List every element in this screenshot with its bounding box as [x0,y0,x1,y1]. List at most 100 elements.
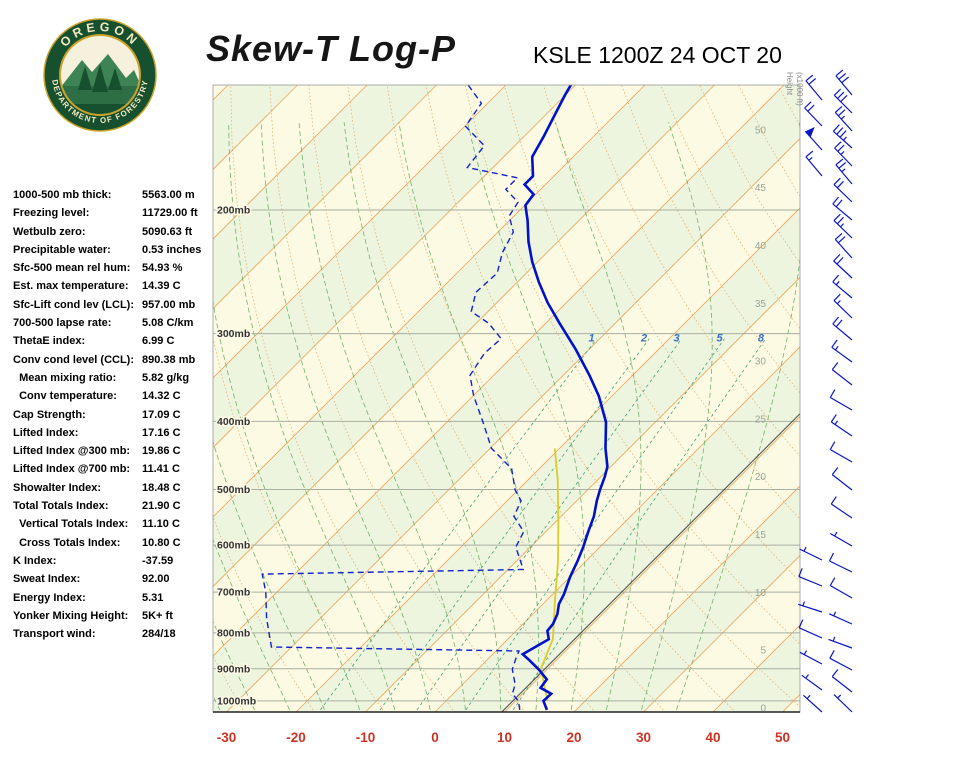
stat-value: 19.86 C [142,445,181,458]
stat-row: K Index: -37.59 [13,552,215,570]
wind-barb [829,577,853,599]
pressure-label: 300mb [217,328,250,340]
wind-barb [830,531,853,547]
wind-barb [805,74,823,101]
height-tick-label: 10 [755,588,767,599]
mixing-ratio-label: 5 [716,333,723,345]
wind-barb [831,467,853,491]
height-tick-label: 0 [760,704,766,715]
wind-barb [798,619,823,639]
wind-barb [833,253,853,279]
wind-barb [833,694,853,713]
wind-barb [833,177,853,203]
stat-value: 957.00 mb [142,298,196,311]
sounding-indices-panel: 1000-500 mb thick: 5563.00 m Freezing leve… [13,186,215,643]
stat-row: Sweat Index: 92.00 [13,570,215,588]
stat-label: 700-500 lapse rate: [13,317,112,330]
mixing-ratio-label: 1 [588,333,594,345]
stat-label: Est. max temperature: [13,280,129,293]
stat-row: 1000-500 mb thick: 5563.00 m [13,186,215,204]
temp-tick-label: 40 [705,730,720,745]
wind-barb [831,669,853,693]
temp-tick-label: 50 [775,730,790,745]
wind-barb [832,316,853,341]
wind-barb [831,362,853,386]
stat-row: Yonker Mixing Height: 5K+ ft [13,607,215,625]
height-axis-title: Height [785,72,794,96]
wind-barb-flag [805,127,815,138]
stat-row: Wetbulb zero: 5090.63 ft [13,223,215,241]
stat-label: Sweat Index: [13,573,81,586]
stat-label: Cap Strength: [13,408,86,421]
pressure-label: 800mb [217,627,250,639]
stat-label: Transport wind: [13,628,96,641]
stat-value: 890.38 mb [142,353,196,366]
stat-value: 6.99 C [142,335,175,348]
height-tick-label: 40 [755,241,767,252]
wind-barb [802,694,823,713]
wind-barb [828,636,853,649]
temperature-trace [520,85,609,711]
stat-value: 92.00 [142,573,170,586]
stat-row: Sfc-500 mean rel hum: 54.93 % [13,259,215,277]
stat-value: 0.53 inches [142,243,202,256]
wind-barb [804,101,823,127]
stat-value: 5.08 C/km [142,317,194,330]
stat-row: Energy Index: 5.31 [13,589,215,607]
stat-label: Mean mixing ratio: [13,371,117,384]
pressure-label: 700mb [217,587,250,599]
stat-label: Showalter Index: [13,481,102,494]
stat-row: 700-500 lapse rate: 5.08 C/km [13,314,215,332]
wind-barb [833,293,853,319]
stat-value: 284/18 [142,628,176,641]
height-axis-units: (x1000 ft) [795,72,804,106]
stat-row: Precipitable water: 0.53 inches [13,241,215,259]
parcel-trace [539,448,560,701]
wind-barb [830,414,853,437]
stat-row: Freezing level: 11729.00 ft [13,204,215,222]
wind-barb [830,496,853,519]
wind-barb [834,141,853,167]
stat-row: Transport wind: 284/18 [13,625,215,643]
height-tick-label: 5 [760,646,766,657]
height-tick-label: 50 [755,125,767,136]
stat-label: Conv temperature: [13,390,117,403]
temp-tick-label: 0 [431,730,439,745]
stat-label: Lifted Index @700 mb: [13,463,131,476]
stat-value: 14.39 C [142,280,181,293]
stat-value: 21.90 C [142,500,181,513]
wind-barb [834,105,853,132]
temp-tick-label: 30 [636,730,651,745]
stat-label: Freezing level: [13,207,90,220]
height-tick-label: 20 [755,472,767,483]
stat-value: 17.16 C [142,426,181,439]
stat-row: Vertical Totals Index: 11.10 C [13,515,215,533]
wind-barb [829,389,853,411]
stat-row: Cross Totals Index: 10.80 C [13,534,215,552]
height-tick-label: 35 [755,299,767,310]
temp-tick-label: -20 [286,730,306,745]
stat-row: Est. max temperature: 14.39 C [13,277,215,295]
stat-value: 10.80 C [142,536,181,549]
wind-barb [828,552,853,573]
wind-barb [799,546,823,561]
height-tick-label: 25 [755,414,767,425]
stat-value: 11729.00 ft [142,207,198,220]
stat-label: K Index: [13,554,57,567]
stat-row: ThetaE index: 6.99 C [13,332,215,350]
height-tick-label: 15 [755,530,767,541]
stat-label: Sfc-Lift cond lev (LCL): [13,298,134,311]
stat-value: 11.10 C [142,518,180,531]
stat-value: 54.93 % [142,262,183,275]
stat-label: Energy Index: [13,591,86,604]
wind-barb [799,650,823,665]
stat-label: Lifted Index @300 mb: [13,445,131,458]
stat-label: Total Totals Index: [13,500,109,513]
wind-barb [831,339,853,363]
odf-logo: OREGON DEPARTMENT OF FORESTRY [43,18,157,132]
stat-row: Lifted Index @700 mb: 11.41 C [13,460,215,478]
stat-row: Sfc-Lift cond lev (LCL): 957.00 mb [13,296,215,314]
stat-label: Wetbulb zero: [13,225,86,238]
